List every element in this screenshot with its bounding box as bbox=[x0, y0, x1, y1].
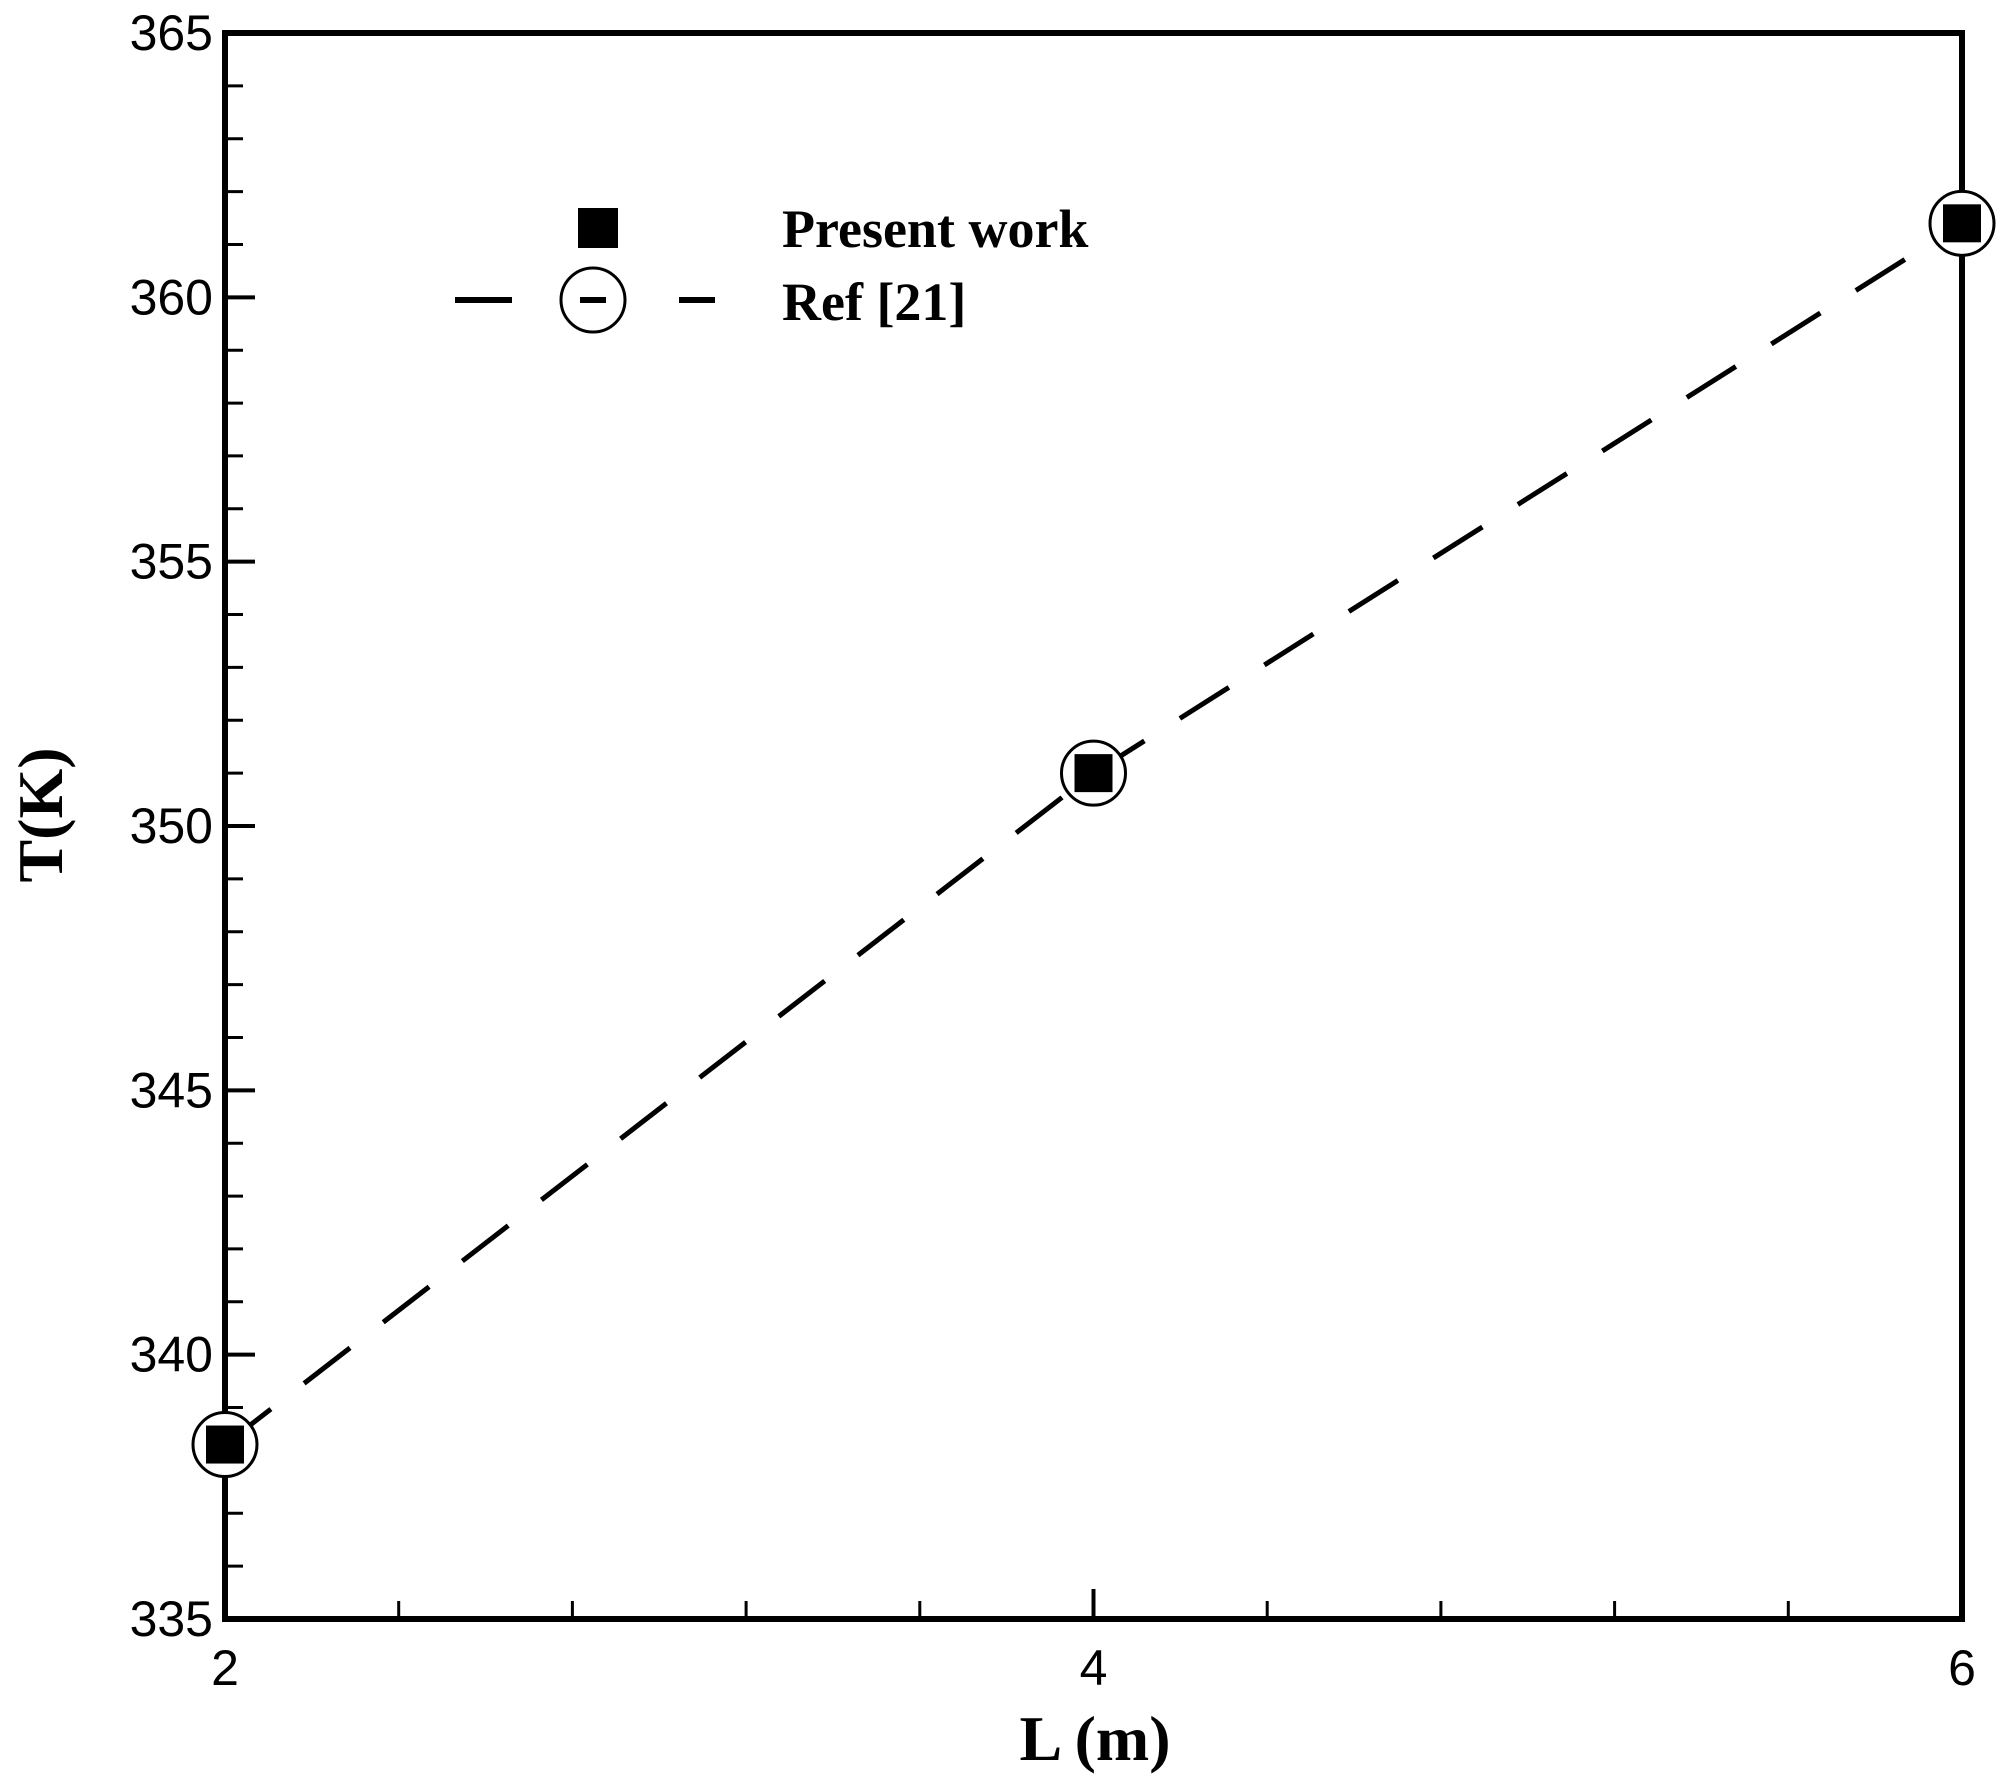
y-tick-label: 335 bbox=[130, 1591, 213, 1647]
ref-21-line bbox=[223, 221, 1964, 1447]
y-tick-label: 355 bbox=[130, 534, 213, 590]
plot-area bbox=[222, 30, 1965, 1622]
present-work-point bbox=[206, 1425, 244, 1464]
x-tick-label: 6 bbox=[1948, 1640, 1976, 1696]
y-tick-label: 350 bbox=[130, 798, 213, 854]
legend-present-work-label: Present work bbox=[782, 199, 1088, 259]
y-tick-label: 340 bbox=[130, 1327, 213, 1383]
axis-ticks: 335 340 345 350 355 360 365 2 4 6 bbox=[130, 5, 1976, 1696]
x-axis-title: L (m) bbox=[1019, 1703, 1170, 1774]
present-work-point bbox=[1943, 204, 1981, 243]
series-layer bbox=[191, 189, 1996, 1479]
x-tick-label: 2 bbox=[211, 1640, 239, 1696]
y-tick-label: 365 bbox=[130, 5, 213, 61]
legend-ref-21-label: Ref [21] bbox=[782, 272, 966, 332]
y-tick-label: 345 bbox=[130, 1062, 213, 1118]
legend-present-work-marker bbox=[578, 208, 618, 248]
x-tick-label: 4 bbox=[1080, 1640, 1108, 1696]
legend: Present work Ref [21] bbox=[455, 199, 1088, 334]
plot-frame bbox=[222, 30, 1965, 1622]
y-axis-title: T(K) bbox=[5, 747, 76, 882]
y-tick-label: 360 bbox=[130, 269, 213, 325]
present-work-point bbox=[1074, 754, 1113, 793]
